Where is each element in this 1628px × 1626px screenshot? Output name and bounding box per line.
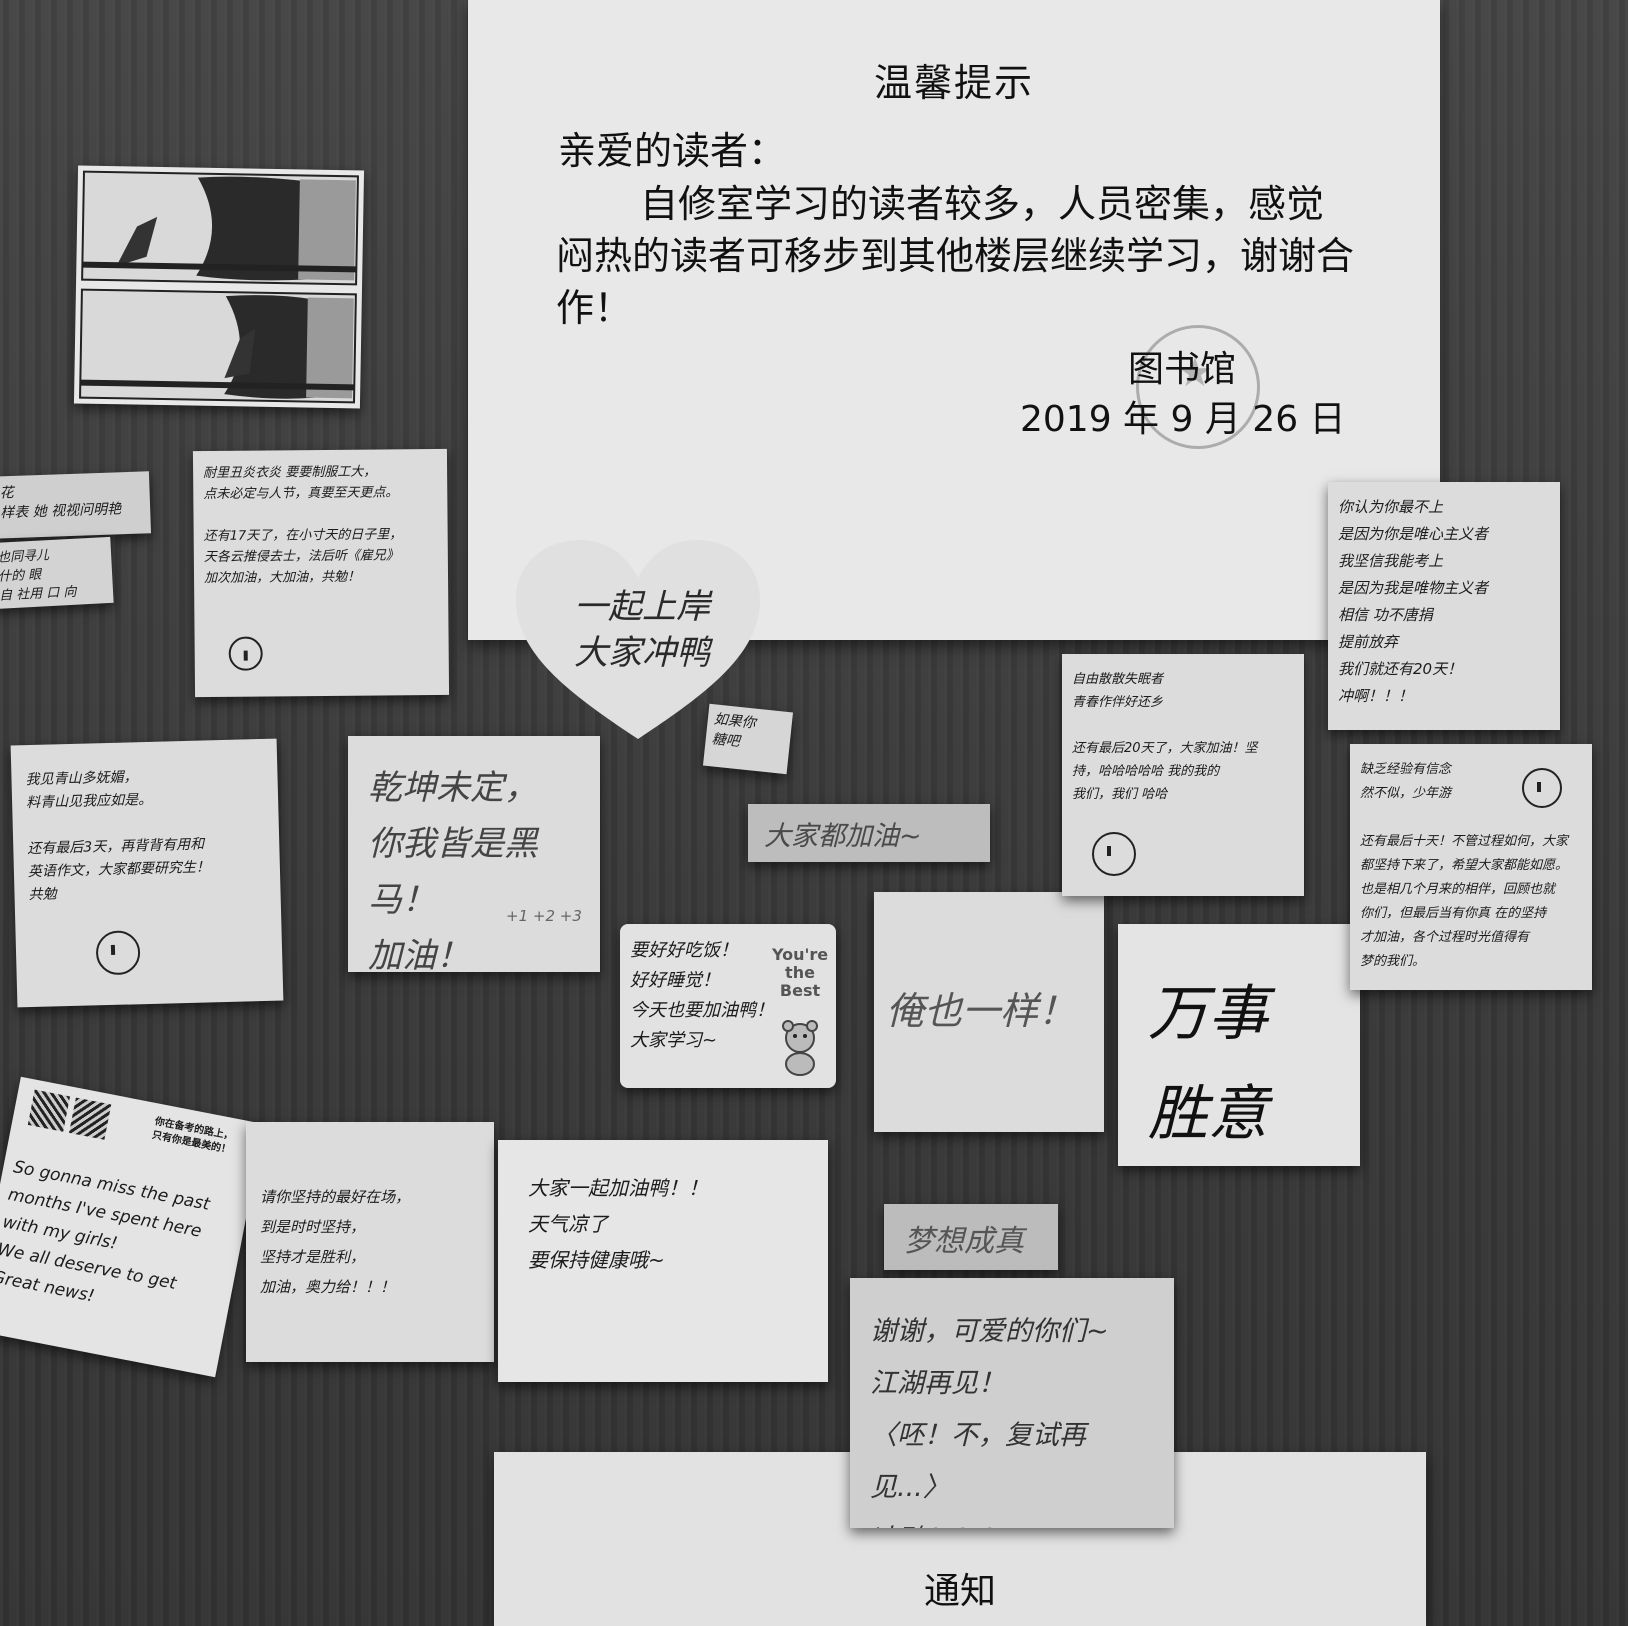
sticky-note-yan-ye-yiyang: 俺也一样！	[874, 892, 1104, 1132]
comic-illustration	[79, 170, 359, 404]
main-notice-paper: 温馨提示 亲爱的读者： 自修室学习的读者较多，人员密集，感觉闷热的读者可移步到其…	[468, 0, 1440, 640]
notice-date: 2019 年 9 月 26 日	[1020, 399, 1346, 440]
sticky-note-right-middle: 自由散散失眠者 青春作伴好还乡 还有最后20天了，大家加油！坚 持，哈哈哈哈哈 …	[1062, 654, 1304, 896]
bell-doodle-icon	[228, 636, 263, 671]
qr-code-icon	[27, 1089, 71, 1132]
bear-icon	[782, 1020, 818, 1076]
heart-shape	[516, 540, 760, 739]
comic-sticker-image	[73, 165, 365, 409]
youre-best-label: You're the Best	[772, 945, 829, 1000]
bell-doodle-icon	[1092, 832, 1136, 876]
qiankun-plus-text: +1 +2 +3	[506, 907, 582, 925]
sticky-note-wanshi-shengyi: 万事 胜意	[1118, 924, 1360, 1166]
heart-note-text: 一起上岸 大家冲鸭	[574, 587, 710, 673]
postcard-cn-text: 你在备考的路上， 只有你是最美的！	[151, 1116, 235, 1156]
sticky-note-left-middle: 我见青山多妩媚， 料青山见我应如是。 还有最后3天，再背背有用和 英语作文，大家…	[10, 738, 284, 1008]
strip-note-mengxiang-chengzhen: 梦想成真	[884, 1204, 1058, 1270]
sticker-youre-the-best: 要好好吃饭！ 好好睡觉！ 今天也要加油鸭！ 大家学习~ You're the B…	[620, 924, 836, 1088]
sticky-note-right-lower: 缺乏经验有信念 然不似，少年游 还有最后十天！不管过程如何，大家 都坚持下来了，…	[1350, 744, 1592, 990]
qr-code-icon	[69, 1097, 112, 1140]
sticky-note-top-left: 耐里丑炎衣炎 要要制服工大， 点未必定与人节，真要至天更点。 还有17天了，在小…	[192, 448, 450, 698]
notice-body: 自修室学习的读者较多，人员密集，感觉闷热的读者可移步到其他楼层继续学习，谢谢合作…	[556, 182, 1355, 330]
sticky-note-bottom-left: 请你坚持的最好在场， 到是时时坚持， 坚持才是胜利， 加油，奥力给！！！	[246, 1122, 494, 1362]
bell-doodle-icon	[1522, 768, 1562, 808]
bottom-notice-title: 通知	[923, 1571, 996, 1612]
postcard-english-text: So gonna miss the past months I've spent…	[0, 1157, 212, 1307]
notice-signature: 图书馆	[1128, 349, 1237, 390]
notice-title: 温馨提示	[873, 61, 1034, 105]
strip-note-dajia-jiayou: 大家都加油~	[748, 804, 990, 862]
bell-doodle-icon	[95, 930, 141, 976]
sticky-note-right-top: 你认为你最不上 是因为你是唯心主义者 我坚信我能考上 是因为我是唯物主义者 相信…	[1328, 482, 1560, 730]
notice-greeting: 亲爱的读者：	[558, 129, 787, 173]
left-edge-note-top: 花 样表 她 视视问明艳	[0, 471, 152, 539]
small-tag-note: 如果你 糖吧	[702, 703, 794, 775]
heart-sticky-note: 一起上岸 大家冲鸭	[510, 534, 766, 744]
library-seal-stamp	[1136, 325, 1260, 449]
left-edge-note-middle: 也同寻儿 什的 眼 自 社用 口 向	[0, 536, 114, 610]
sticky-note-xiexie: 谢谢，可爱的你们~ 江湖再见！ 〈呸！不，复试再见...〉 冲鸭！！！	[850, 1278, 1174, 1528]
sticky-note-dajia-yiqi: 大家一起加油鸭！！ 天气凉了 要保持健康哦~	[498, 1140, 828, 1382]
sticky-note-qiankun: 乾坤未定， 你我皆是黑马！ 加油！ +1 +2 +3	[348, 736, 600, 972]
